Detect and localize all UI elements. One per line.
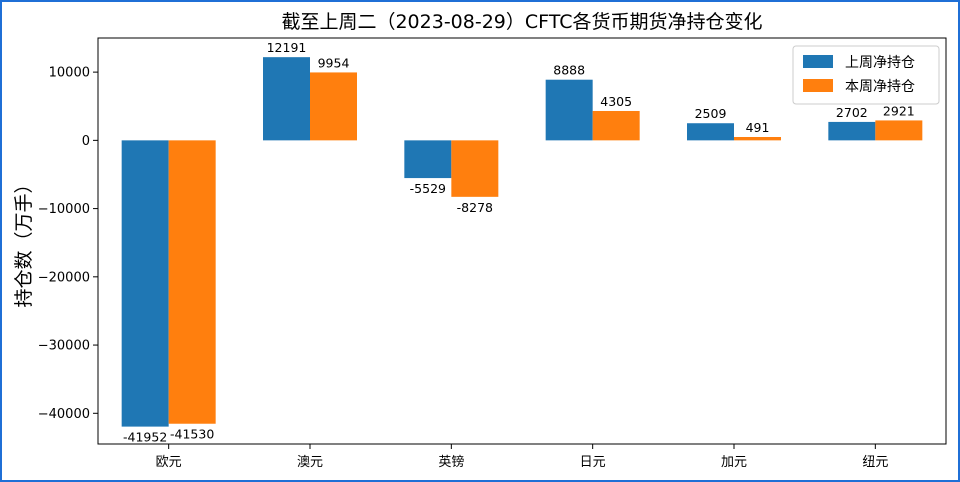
bar-this-week-1 bbox=[310, 72, 357, 141]
axes-frame bbox=[97, 37, 947, 445]
data-label: -41952 bbox=[123, 430, 167, 445]
x-tick-label: 加元 bbox=[721, 455, 747, 470]
x-tick-label: 纽元 bbox=[862, 455, 888, 470]
legend-swatch bbox=[803, 79, 833, 92]
x-tick-label: 英镑 bbox=[438, 454, 464, 470]
x-tick-label: 欧元 bbox=[156, 455, 182, 470]
data-label: 491 bbox=[746, 120, 770, 135]
data-label: -5529 bbox=[410, 181, 446, 196]
data-label: -41530 bbox=[170, 427, 214, 442]
data-label: 8888 bbox=[553, 63, 585, 78]
data-label: 12191 bbox=[267, 40, 307, 55]
y-tick-label: 0 bbox=[82, 134, 90, 149]
data-label: 2509 bbox=[695, 106, 727, 121]
data-label: 2921 bbox=[883, 103, 915, 118]
data-label: 2702 bbox=[836, 105, 868, 120]
bar-last-week-5 bbox=[828, 121, 876, 141]
bar-last-week-0 bbox=[121, 140, 169, 427]
data-label: 4305 bbox=[600, 94, 632, 109]
x-tick-label: 日元 bbox=[580, 455, 606, 470]
legend-entry: 上周净持仓 bbox=[845, 55, 915, 71]
legend-swatch bbox=[803, 55, 833, 68]
y-tick-label: −10000 bbox=[38, 202, 90, 217]
y-tick-label: −40000 bbox=[38, 407, 90, 422]
bar-this-week-0 bbox=[168, 140, 216, 424]
y-tick-label: −20000 bbox=[38, 270, 90, 285]
legend-entry: 本周净持仓 bbox=[845, 79, 915, 95]
chart-title: 截至上周二（2023-08-29）CFTC各货币期货净持仓变化 bbox=[281, 11, 762, 33]
bar-this-week-2 bbox=[451, 140, 499, 197]
bar-last-week-1 bbox=[263, 57, 310, 141]
y-tick-label: −30000 bbox=[38, 339, 90, 354]
bar-this-week-3 bbox=[592, 110, 640, 141]
plot-area: -41952 12191 -5529 8888 2509 2702 -41530 9954 -8… bbox=[38, 37, 947, 470]
data-label: 9954 bbox=[318, 55, 350, 70]
bar-this-week-5 bbox=[875, 120, 923, 141]
y-axis-label: 持仓数（万手） bbox=[13, 174, 35, 307]
bar-last-week-2 bbox=[404, 140, 452, 179]
data-label: -8278 bbox=[457, 200, 493, 215]
x-tick-label: 澳元 bbox=[297, 454, 323, 470]
bar-this-week-4 bbox=[734, 137, 781, 141]
bar-last-week-4 bbox=[687, 123, 734, 141]
bar-last-week-3 bbox=[545, 79, 593, 141]
y-tick-label: 10000 bbox=[49, 66, 90, 81]
